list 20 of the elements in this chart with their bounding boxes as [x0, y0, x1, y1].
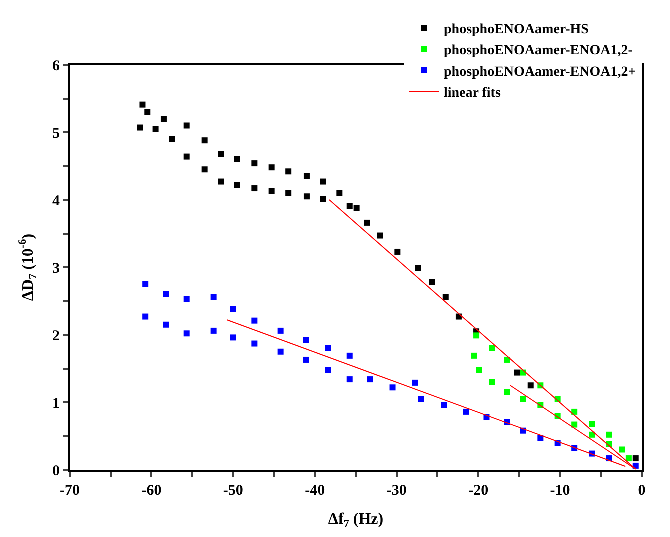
x-tick-label: -70: [60, 483, 80, 499]
x-tick-label: -40: [305, 483, 326, 499]
y-tick-label: 6: [52, 58, 60, 74]
x-axis-title: Δf$_{7}$ (Hz): [328, 511, 384, 531]
x-tick-label: 0: [638, 483, 646, 499]
y-tick-label: 1: [52, 396, 60, 412]
x-tick-label: -50: [223, 483, 244, 499]
legend-label: phosphoENOAamer-HS: [444, 22, 590, 38]
x-tick-label: -20: [468, 483, 489, 499]
legend-label: linear fits: [444, 86, 502, 102]
y-tick-label: 3: [52, 260, 60, 277]
y-tick-label: 2: [52, 328, 60, 344]
y-tick-label: 5: [52, 126, 60, 142]
y-tick-label: 0: [52, 463, 60, 480]
y-tick-label: 4: [52, 193, 60, 210]
x-tick-label: -10: [550, 483, 570, 499]
x-tick-label: -30: [386, 483, 407, 499]
legend-label: phosphoENOAamer-ENOA1,2+: [444, 64, 636, 80]
legend-label: phosphoENOAamer-ENOA1,2-: [444, 44, 634, 59]
x-tick-label: -60: [142, 483, 162, 499]
